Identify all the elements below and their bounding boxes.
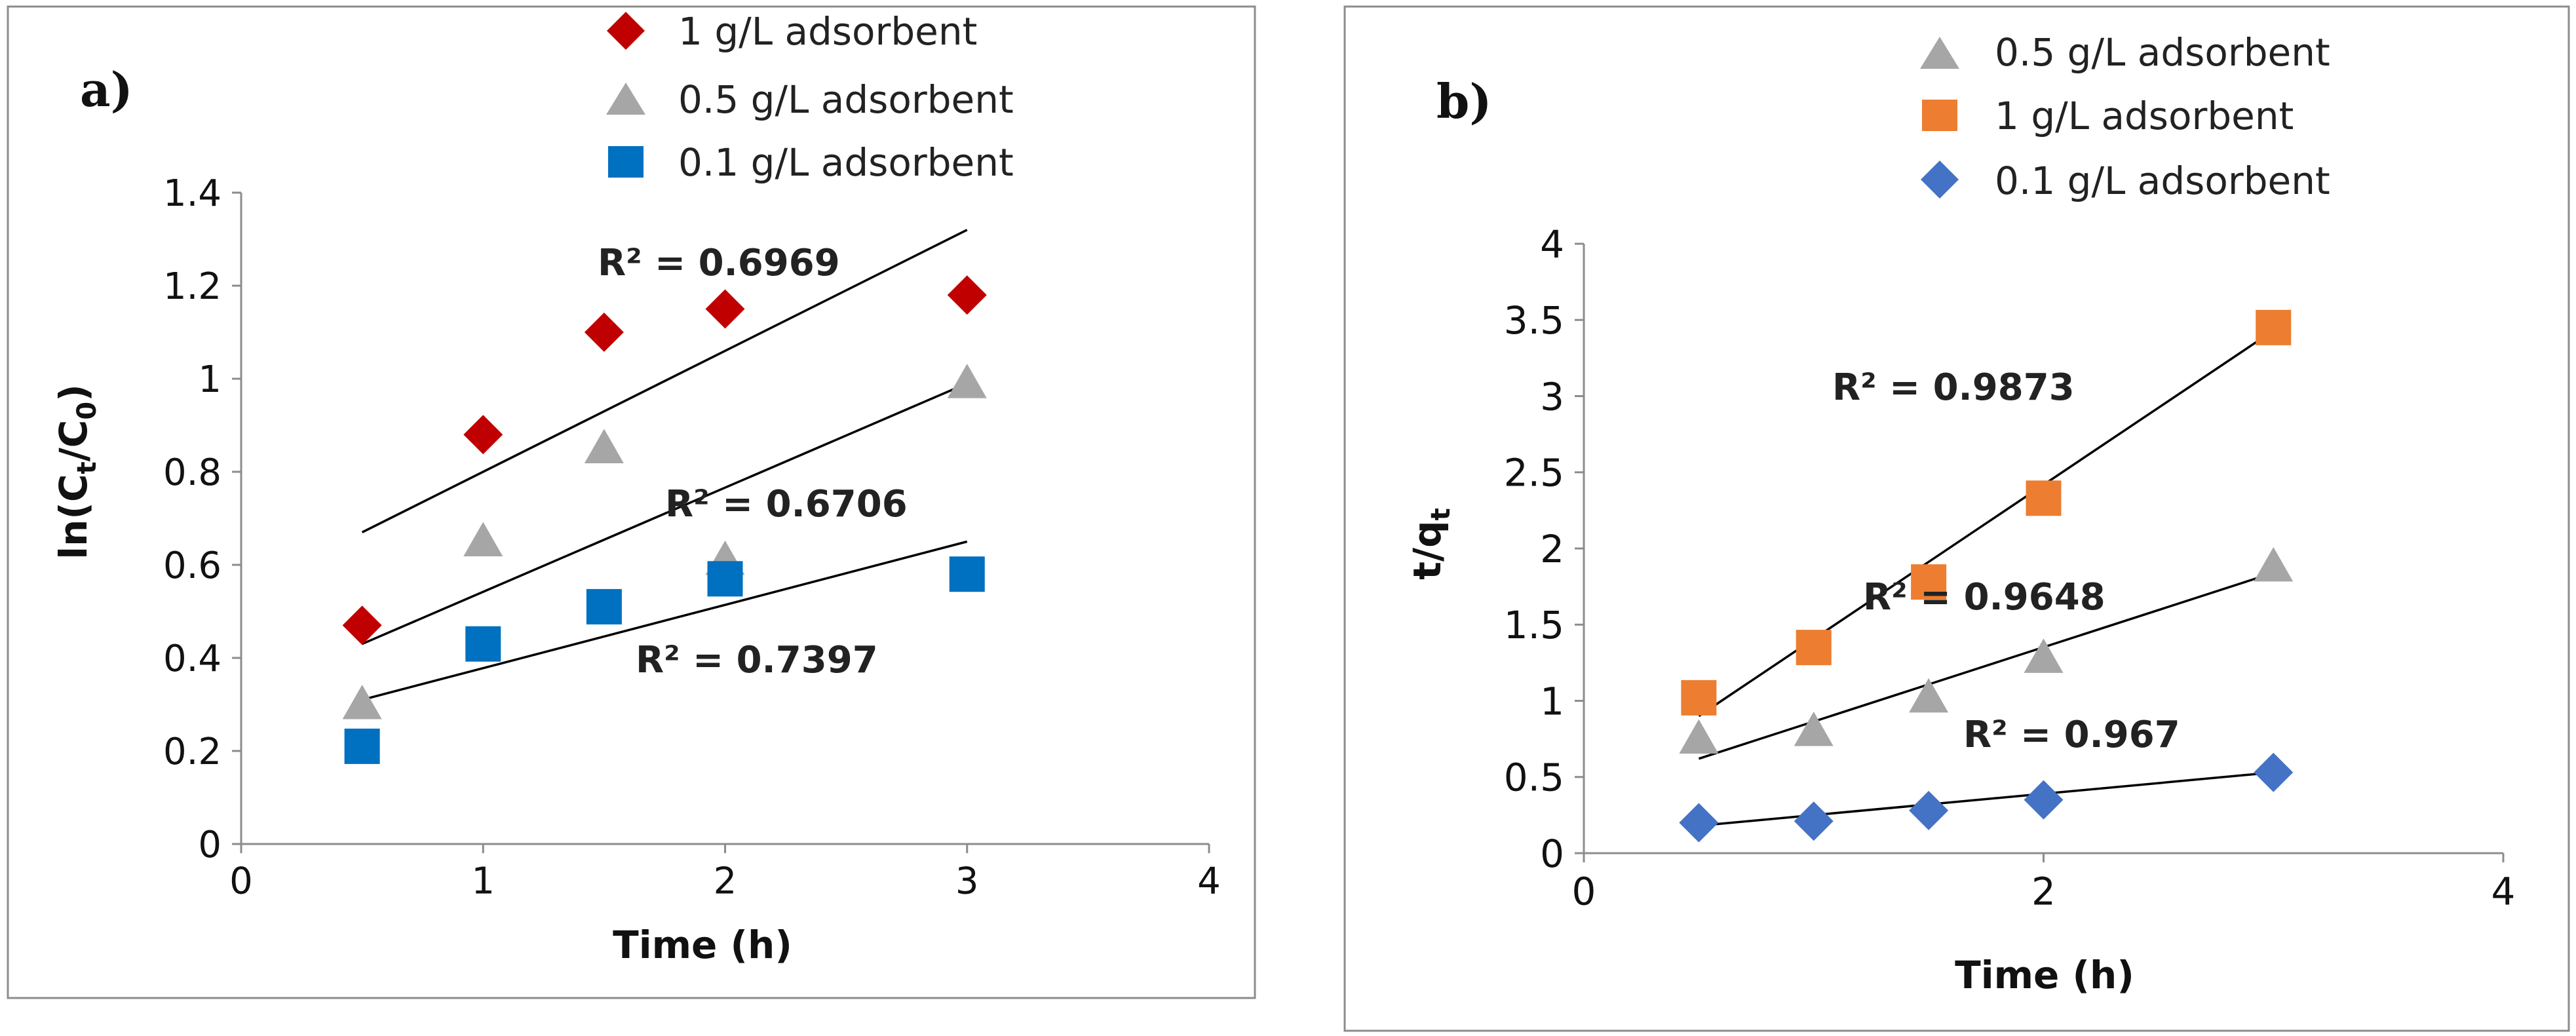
legend-b-marker-2: [1921, 161, 1959, 199]
point-a-1-1: [463, 522, 503, 556]
point-b-0-1: [1794, 712, 1834, 746]
point-a-2-4: [949, 556, 985, 592]
legend-b-marker-1: [1922, 100, 1957, 131]
point-b-0-0: [1679, 719, 1719, 754]
panel-b: b) 0.5 g/L adsorbent 1 g/L adsorbent 0.1…: [1343, 5, 2570, 1032]
legend-a-item-0: 1 g/L adsorbent: [607, 9, 977, 54]
point-a-0-0: [342, 605, 382, 645]
x-tick-label-a-3: 3: [955, 860, 979, 903]
trendline-a-2: [362, 540, 968, 701]
y-tick-label-b-2: 1: [1540, 679, 1564, 723]
point-a-2-2: [586, 588, 622, 624]
x-tick-label-a-0: 0: [229, 860, 253, 903]
y-tick-label-a-0: 0: [198, 824, 221, 866]
r2-label-b-0: R² = 0.9648: [1863, 576, 2105, 619]
y-tick-label-b-0: 0: [1540, 832, 1564, 876]
y-tick-label-b-1: 0.5: [1504, 756, 1564, 800]
point-a-0-4: [947, 275, 987, 315]
legend-b-label-1: 1 g/L adsorbent: [1995, 94, 2294, 138]
x-axis-title-b: Time (h): [1955, 953, 2134, 997]
legend-a-label-1: 0.5 g/L adsorbent: [678, 77, 1014, 122]
point-b-2-1: [1794, 801, 1834, 841]
legend-b-item-0: 0.5 g/L adsorbent: [1920, 30, 2330, 75]
point-a-0-3: [705, 289, 745, 329]
point-b-2-2: [1909, 790, 1949, 830]
y-axis-title-b: t/qt: [1405, 508, 1456, 580]
x-axis-title-a: Time (h): [613, 923, 792, 967]
point-b-1-2: [1911, 564, 1947, 600]
point-a-2-1: [465, 626, 501, 662]
point-b-0-4: [2254, 547, 2294, 582]
point-b-0-3: [2024, 638, 2064, 673]
point-a-0-2: [584, 313, 624, 352]
trendline-b-0: [1698, 571, 2274, 760]
point-a-1-0: [342, 685, 382, 719]
x-tick-label-a-2: 2: [714, 860, 737, 903]
point-a-1-4: [947, 364, 987, 398]
legend-a-label-0: 1 g/L adsorbent: [678, 9, 977, 54]
panel-b-label: b): [1436, 73, 1491, 129]
legend-a-label-2: 0.1 g/L adsorbent: [678, 140, 1014, 185]
panel-a-label: a): [80, 62, 133, 117]
y-tick-label-a-5: 1: [198, 358, 221, 401]
trendline-a-1: [361, 382, 968, 645]
r2-label-b-2: R² = 0.967: [1963, 714, 2180, 756]
point-a-2-0: [344, 728, 380, 764]
y-tick-label-b-8: 4: [1540, 222, 1564, 267]
r2-label-a-1: R² = 0.6706: [665, 483, 908, 526]
x-tick-label-a-1: 1: [471, 860, 495, 903]
y-tick-label-b-6: 3: [1540, 374, 1564, 419]
legend-b-label-0: 0.5 g/L adsorbent: [1995, 30, 2330, 75]
trendline-a-0: [361, 229, 968, 533]
x-tick-label-b-0: 0: [1572, 869, 1596, 913]
point-b-1-1: [1796, 630, 1832, 666]
y-tick-label-a-3: 0.6: [163, 545, 221, 587]
point-b-0-2: [1909, 678, 1949, 713]
plot-area-b: 0 0.5 1 1.5 2 2.5 3 3.5 4 0 2 4: [1504, 222, 2516, 913]
point-b-2-0: [1679, 803, 1719, 843]
y-tick-label-b-3: 1.5: [1504, 603, 1564, 647]
point-a-1-2: [584, 429, 624, 463]
y-tick-label-b-5: 2.5: [1504, 451, 1564, 495]
point-a-2-3: [707, 561, 743, 597]
x-tick-label-b-1: 2: [2031, 869, 2056, 913]
legend-b-label-2: 0.1 g/L adsorbent: [1995, 159, 2330, 203]
legend-a-item-1: 0.5 g/L adsorbent: [606, 77, 1014, 122]
r2-label-b-1: R² = 0.9873: [1832, 366, 2075, 409]
point-b-2-3: [2024, 780, 2064, 820]
panel-a: a) 1 g/L adsorbent 0.5 g/L adsorbent 0.1…: [7, 5, 1256, 999]
y-tick-label-a-6: 1.2: [163, 265, 221, 308]
y-axis-title-a: ln(Ct/C0): [51, 384, 102, 559]
legend-b: 0.5 g/L adsorbent 1 g/L adsorbent 0.1 g/…: [1920, 30, 2330, 203]
y-tick-label-a-2: 0.4: [163, 638, 221, 680]
legend-b-item-2: 0.1 g/L adsorbent: [1921, 159, 2330, 203]
legend-b-marker-0: [1920, 37, 1959, 69]
x-tick-label-b-2: 4: [2491, 869, 2516, 913]
point-b-1-3: [2026, 480, 2062, 516]
y-tick-label-a-1: 0.2: [163, 731, 221, 773]
panel-b-frame: [1343, 5, 2570, 1032]
r2-label-a-0: R² = 0.6969: [598, 242, 840, 284]
point-a-0-1: [463, 415, 503, 455]
x-tick-label-a-4: 4: [1197, 860, 1221, 903]
y-tick-label-a-7: 1.4: [163, 172, 221, 215]
plot-area-a: 0 0.2 0.4 0.6 0.8 1 1.2 1.4 0 1 2 3 4: [163, 172, 1221, 902]
legend-a-marker-2: [608, 146, 644, 178]
legend-a-item-2: 0.1 g/L adsorbent: [608, 140, 1014, 185]
y-tick-label-b-7: 3.5: [1504, 298, 1564, 343]
legend-a: 1 g/L adsorbent 0.5 g/L adsorbent 0.1 g/…: [606, 9, 1014, 185]
r2-label-a-2: R² = 0.7397: [636, 639, 878, 681]
legend-a-marker-1: [606, 83, 645, 115]
legend-b-item-1: 1 g/L adsorbent: [1922, 94, 2294, 138]
point-b-1-4: [2256, 309, 2292, 345]
y-tick-label-a-4: 0.8: [163, 451, 221, 494]
point-b-1-0: [1681, 680, 1717, 716]
y-tick-label-b-4: 2: [1540, 527, 1564, 571]
trendline-b-1: [1698, 330, 2275, 718]
trendline-b-2: [1699, 771, 2274, 827]
legend-a-marker-0: [607, 12, 645, 50]
point-b-2-4: [2254, 752, 2294, 792]
